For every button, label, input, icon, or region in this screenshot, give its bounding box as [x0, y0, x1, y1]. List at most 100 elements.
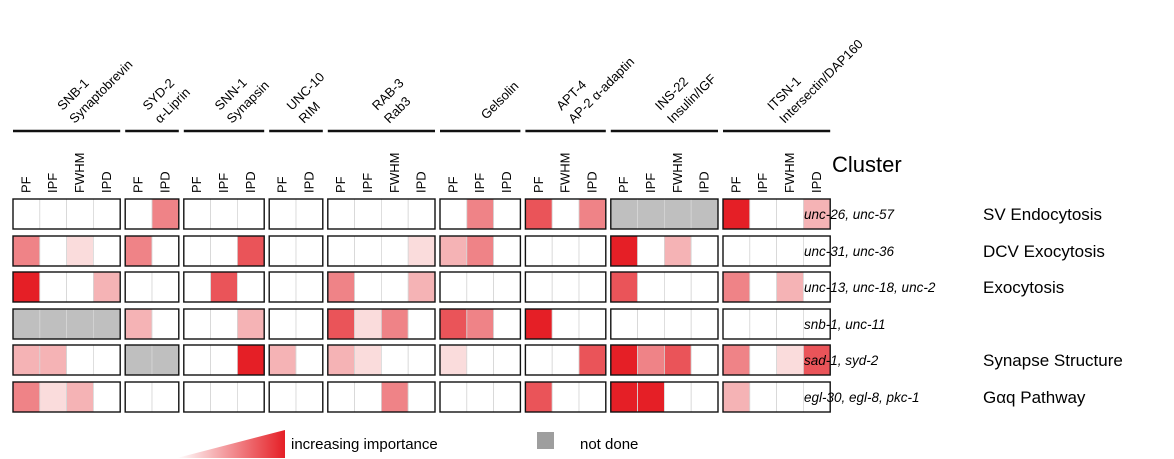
heatmap-cell: [210, 381, 238, 413]
heatmap-cell: [525, 235, 553, 267]
heatmap-cell: [66, 271, 94, 303]
heatmap-cell: [690, 235, 719, 267]
heatmap-cell: [39, 271, 67, 303]
gene-list: snb-1, unc-11: [804, 317, 886, 332]
heatmap-cell: [749, 198, 777, 230]
group-outline: [327, 235, 436, 267]
heatmap-cell: [664, 344, 692, 376]
heatmap-cell: [493, 308, 521, 340]
group-outline: [12, 271, 121, 303]
heatmap-cell: [637, 271, 665, 303]
heatmap-cell: [578, 235, 607, 267]
heatmap-cell: [93, 198, 121, 230]
heatmap-cell: [12, 308, 41, 340]
heatmap-cell: [268, 198, 297, 230]
not-done-legend-label: not done: [580, 436, 638, 453]
group-outline: [524, 198, 607, 230]
group-outline: [610, 271, 719, 303]
heatmap-cell: [525, 344, 553, 376]
group-outline: [722, 381, 831, 413]
heatmap-cell: [66, 235, 94, 267]
group-outline: [722, 344, 831, 376]
heatmap-cell: [295, 381, 324, 413]
group-outline: [524, 344, 607, 376]
heatmap-cell: [749, 308, 777, 340]
heatmap-cell: [151, 344, 180, 376]
heatmap-cell: [380, 308, 409, 340]
heatmap-cell: [327, 308, 355, 340]
column-label: IPD: [301, 171, 316, 193]
heatmap-cell: [151, 198, 180, 230]
heatmap-cell: [525, 381, 553, 413]
heatmap-cell: [525, 198, 553, 230]
heatmap-cell: [578, 308, 607, 340]
group-outline: [439, 344, 522, 376]
heatmap-cell: [124, 271, 153, 303]
heatmap-cell: [354, 344, 382, 376]
not-done-swatch: [537, 432, 554, 449]
heatmap-cell: [354, 235, 382, 267]
heatmap-cell: [722, 198, 751, 230]
column-label: IPF: [360, 173, 375, 193]
heatmap-cell: [210, 271, 238, 303]
heatmap-cell: [183, 381, 212, 413]
heatmap-cell: [722, 308, 751, 340]
heatmap-cell: [690, 198, 719, 230]
column-label: PF: [445, 176, 460, 193]
heatmap-cell: [493, 198, 521, 230]
column-label: IPD: [584, 171, 599, 193]
heatmap-cell: [664, 198, 692, 230]
heatmap-cell: [236, 235, 265, 267]
pathway-label: Synapse Structure: [983, 351, 1123, 370]
heatmap-cell: [407, 308, 436, 340]
heatmap-cell: [210, 198, 238, 230]
heatmap-cell: [466, 235, 494, 267]
heatmap-cell: [690, 344, 719, 376]
row-labels: unc-26, unc-57 SV Endocytosis unc-31, unc-…: [804, 205, 1123, 407]
group-outline: [268, 198, 324, 230]
column-label: FWHM: [558, 153, 573, 193]
heatmap-cell: [493, 271, 521, 303]
group-outline: [124, 308, 180, 340]
heatmap-cell: [93, 308, 121, 340]
heatmap-cell: [803, 198, 831, 230]
heatmap-cell: [749, 344, 777, 376]
group-outline: [524, 235, 607, 267]
group-outline: [12, 344, 121, 376]
heatmap-cell: [327, 271, 355, 303]
heatmap-cell: [236, 381, 265, 413]
heatmap-cell: [39, 381, 67, 413]
heatmap-cell: [151, 235, 180, 267]
column-label: IPF: [472, 173, 487, 193]
heatmap-cell: [39, 198, 67, 230]
heatmap-cell: [525, 271, 553, 303]
column-label: FWHM: [387, 153, 402, 193]
group-outline: [268, 308, 324, 340]
legend: increasing importance not done: [177, 430, 638, 458]
heatmap-cell: [407, 381, 436, 413]
heatmap-cell: [466, 381, 494, 413]
measure-column-labels: PF IPF FWHM IPD PF IPD PF IPF IPD PF IPD PF IPF FWHM I…: [18, 153, 823, 193]
heatmap-cell: [466, 344, 494, 376]
heatmap-cell: [493, 235, 521, 267]
heatmap-cell: [39, 344, 67, 376]
column-label: IPD: [99, 171, 114, 193]
heatmap-cell: [354, 308, 382, 340]
heatmap-cell: [493, 344, 521, 376]
heatmap-cell: [12, 271, 41, 303]
heatmap-cell: [380, 381, 409, 413]
group-outline: [12, 235, 121, 267]
heatmap-cell: [776, 344, 804, 376]
group-outline: [124, 198, 180, 230]
heatmap-cell: [551, 381, 580, 413]
group-outline: [722, 198, 831, 230]
heatmap-cell: [551, 235, 580, 267]
heatmap-cell: [354, 271, 382, 303]
heatmap-cell: [407, 235, 436, 267]
pathway-label: SV Endocytosis: [983, 205, 1102, 224]
heatmap-cell: [151, 308, 180, 340]
heatmap-cell: [439, 344, 468, 376]
heatmap-cell: [439, 271, 468, 303]
heatmap-cell: [439, 381, 468, 413]
heatmap-cell: [354, 198, 382, 230]
